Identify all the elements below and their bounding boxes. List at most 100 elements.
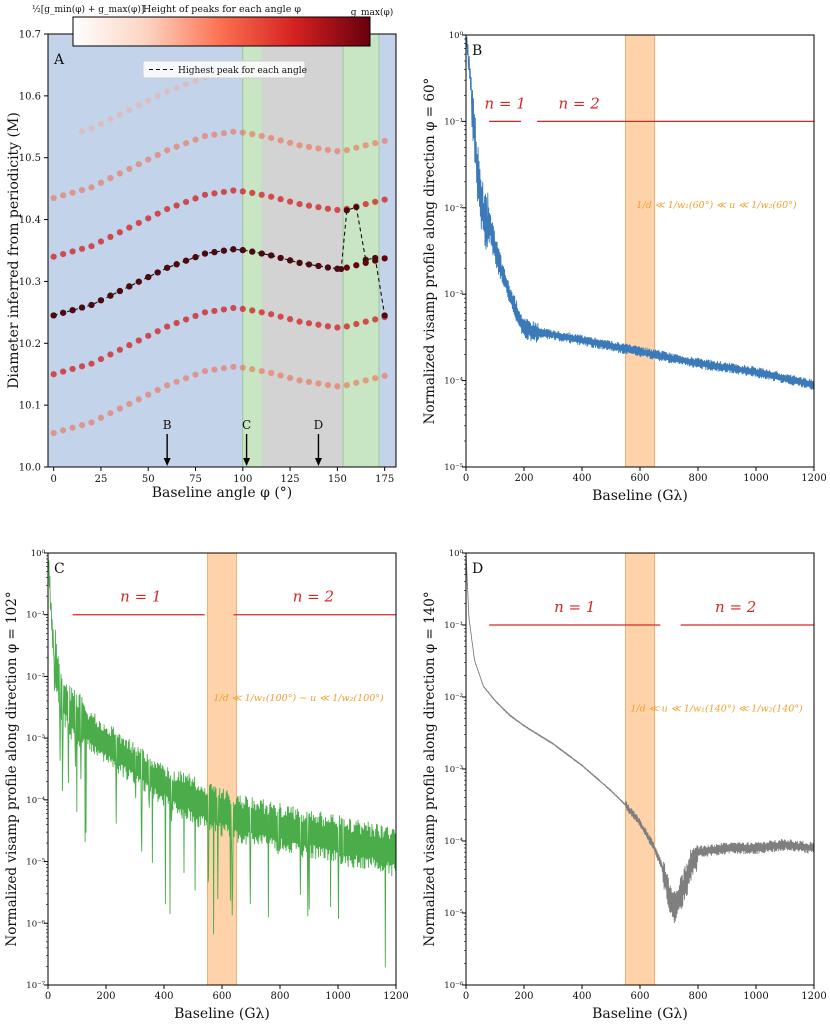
scatter-point <box>78 128 86 135</box>
scatter-point <box>126 224 133 231</box>
scatter-point <box>154 386 161 394</box>
highest-peak-point <box>249 248 256 255</box>
scatter-point <box>315 204 322 211</box>
scatter-point <box>305 143 313 150</box>
scatter-point <box>239 364 246 371</box>
highest-peak-point <box>192 254 199 261</box>
scatter-point <box>315 145 322 152</box>
scatter-point <box>286 139 294 146</box>
colorbar-title: Height of peaks for each angle φ <box>143 4 301 15</box>
scatter-point <box>277 313 284 320</box>
scatter-point <box>78 245 86 252</box>
scatter-point <box>296 201 303 208</box>
scatter-point <box>135 396 142 403</box>
scatter-point <box>97 355 105 363</box>
annotation-label: B <box>163 418 172 432</box>
scatter-point <box>211 131 218 138</box>
highest-peak-point <box>315 262 322 270</box>
scatter-point <box>249 366 256 373</box>
scatter-point <box>145 97 152 104</box>
scatter-point <box>97 120 105 128</box>
panel-d: n = 1 n = 2 0 200 400 600 800 1000 1200 10⁻⁶ 10⁻⁵ 1… <box>422 549 827 1022</box>
y-axis-label: Normalized visamp profile along directio… <box>4 591 20 946</box>
scatter-point <box>258 367 265 375</box>
scatter-point <box>220 188 227 196</box>
scatter-point <box>78 363 86 370</box>
scatter-point <box>220 306 227 313</box>
x-tick-label: 100 <box>233 474 252 485</box>
scatter-point <box>372 139 379 147</box>
y-tick-label: 10⁻¹ <box>444 621 463 631</box>
annotation-arrow-head <box>243 458 251 466</box>
x-tick-label: 800 <box>270 991 289 1002</box>
visamp-line <box>465 34 814 390</box>
scatter-point <box>277 196 284 203</box>
scatter-point <box>277 137 284 144</box>
n-range-label: n = 2 <box>293 588 334 606</box>
scatter-point <box>362 377 369 384</box>
scatter-point <box>305 202 313 209</box>
scatter-point <box>173 84 180 92</box>
scatter-point <box>135 337 142 344</box>
highest-peak-point <box>324 264 332 271</box>
y-tick-label: 10⁻⁴ <box>444 377 463 387</box>
background-region <box>261 34 344 467</box>
scatter-point <box>164 205 171 213</box>
x-tick-label: 200 <box>96 991 115 1002</box>
scatter-point <box>97 238 105 245</box>
scatter-point <box>107 410 114 417</box>
scatter-point <box>164 147 171 154</box>
baseline-band <box>625 35 655 467</box>
scatter-point <box>164 382 171 389</box>
scatter-point <box>286 316 294 323</box>
scatter-point <box>107 175 114 182</box>
scatter-point <box>97 179 105 186</box>
scatter-point <box>239 188 246 195</box>
scatter-point <box>192 136 199 143</box>
scatter-point <box>107 116 114 123</box>
y-tick-label: 10⁻⁵ <box>444 909 463 919</box>
scatter-point <box>353 320 360 328</box>
highest-peak-point <box>201 250 209 257</box>
scatter-point <box>296 142 303 149</box>
y-tick-label: 10⁻² <box>444 693 463 703</box>
x-tick-label: 800 <box>688 991 707 1002</box>
scatter-point <box>173 378 180 385</box>
scatter-point <box>286 374 294 382</box>
scatter-point <box>258 132 265 140</box>
scatter-point <box>220 365 227 372</box>
scatter-point <box>60 368 67 375</box>
scatter-point <box>126 106 133 114</box>
y-tick-label: 10⁰ <box>449 31 464 41</box>
annotation-arrow-head <box>314 458 322 466</box>
inequality-annotation: 1/d ≪ 1/w₁(100°) ∼ u ≪ 1/w₂(100°) <box>213 693 384 704</box>
scatter-point <box>315 380 322 387</box>
scatter-point <box>107 233 114 240</box>
scatter-point <box>268 134 275 142</box>
highest-peak-point <box>211 249 218 256</box>
scatter-point <box>230 187 237 194</box>
scatter-point <box>362 201 369 208</box>
scatter-point <box>239 129 246 136</box>
y-tick-label: 10.1 <box>19 401 41 412</box>
panel-letter: D <box>472 561 483 577</box>
highest-peak-point <box>381 312 388 319</box>
x-tick-label: 25 <box>95 474 108 485</box>
scatter-point <box>116 170 123 177</box>
scatter-point <box>116 111 123 118</box>
scatter-point <box>201 368 209 375</box>
highest-peak-point <box>69 307 76 314</box>
scatter-point <box>116 229 123 236</box>
scatter-point <box>353 262 360 269</box>
panel-letter: C <box>54 561 65 577</box>
scatter-point <box>268 193 275 200</box>
scatter-point <box>239 305 246 313</box>
scatter-point <box>296 377 303 384</box>
n-range-label: n = 1 <box>120 588 161 606</box>
x-tick-label: 75 <box>189 474 202 485</box>
y-tick-label: 10⁻² <box>444 204 463 214</box>
scatter-point <box>164 88 171 95</box>
y-axis-label: Normalized visamp profile along directio… <box>422 591 438 946</box>
scatter-point <box>343 147 350 154</box>
